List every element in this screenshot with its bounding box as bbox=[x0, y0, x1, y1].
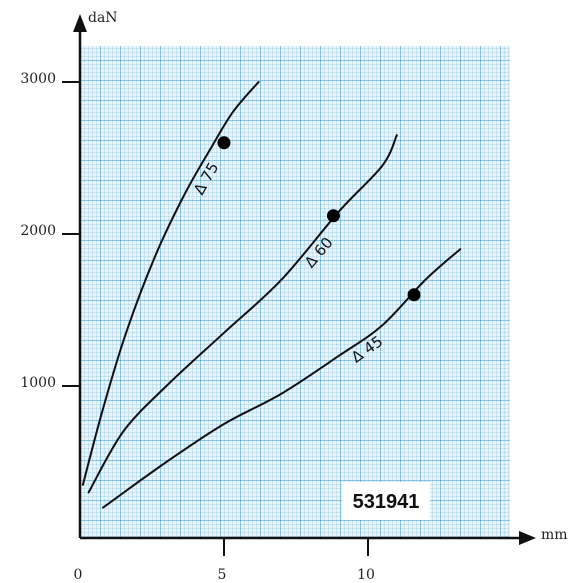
y-tick-label: 3000 bbox=[20, 71, 56, 87]
x-axis-unit: mm bbox=[541, 527, 568, 543]
curve-delta-45 bbox=[102, 248, 462, 509]
y-ticks: 1000 2000 3000 bbox=[20, 71, 80, 391]
curve-delta-75-point bbox=[217, 136, 231, 150]
x-tick-label: 5 bbox=[218, 567, 227, 583]
grid bbox=[80, 46, 510, 538]
part-number-box-background bbox=[342, 482, 430, 520]
part-number-box: 531941 bbox=[342, 482, 430, 520]
plot-area bbox=[80, 46, 510, 538]
curve-delta-45-point bbox=[407, 288, 421, 302]
y-tick-label: 1000 bbox=[20, 375, 56, 391]
x-tick-label: 10 bbox=[357, 567, 375, 583]
x-tick-label: 0 bbox=[74, 567, 83, 583]
axes: 0 5 10 1000 2000 3000 mm daN bbox=[20, 10, 567, 583]
x-ticks: 0 5 10 bbox=[74, 538, 375, 583]
part-number: 531941 bbox=[353, 491, 420, 513]
curve-delta-75 bbox=[81, 81, 260, 486]
curve-delta-60 bbox=[87, 134, 398, 494]
markers bbox=[217, 136, 421, 302]
y-tick-label: 2000 bbox=[20, 223, 56, 239]
y-axis-arrow-icon bbox=[73, 14, 87, 32]
x-axis-arrow-icon bbox=[519, 531, 536, 545]
curves bbox=[81, 81, 462, 509]
y-axis-unit: daN bbox=[88, 10, 118, 26]
curve-delta-60-point bbox=[326, 209, 340, 223]
